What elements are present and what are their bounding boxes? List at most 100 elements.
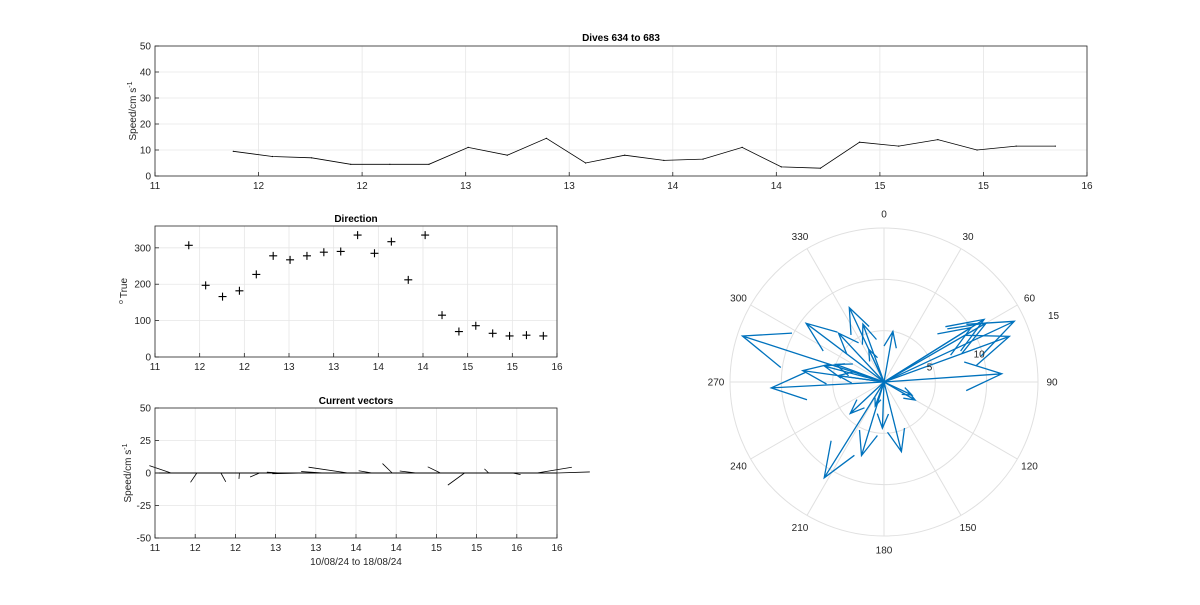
compass-arrow	[861, 322, 885, 383]
speed-point	[663, 159, 665, 161]
compass-arrow	[823, 381, 885, 480]
compass-arrow	[883, 361, 1004, 392]
direction-marker	[438, 311, 447, 320]
polar-spoke	[750, 381, 885, 460]
x-tick-label: 12	[230, 543, 242, 554]
x-tick-label: 11	[150, 362, 161, 373]
x-tick-label: 14	[373, 362, 385, 373]
polar-theta-label: 90	[1046, 378, 1058, 389]
y-tick-label: 10	[140, 146, 152, 157]
x-tick-label: 14	[417, 362, 429, 373]
x-tick-label: 12	[253, 181, 265, 192]
vectors-sticks	[149, 463, 590, 486]
direction-markers	[184, 231, 548, 340]
x-tick-label: 14	[350, 543, 362, 554]
speed-point	[819, 167, 822, 169]
vector-stick	[266, 471, 280, 474]
polar-theta-label: 210	[792, 523, 809, 534]
direction-marker	[370, 249, 379, 258]
polar-theta-label: 240	[730, 462, 747, 473]
vector-stick	[536, 466, 572, 474]
speed-series	[232, 137, 1056, 169]
polar-r-label: 5	[927, 363, 933, 374]
speed-point	[428, 163, 430, 165]
speed-point	[545, 137, 548, 139]
x-tick-label: 16	[551, 543, 563, 554]
compass-arrow	[858, 381, 885, 458]
vector-stick	[149, 465, 172, 474]
x-tick-label: 13	[564, 181, 576, 192]
speed-point	[350, 163, 352, 165]
speed-line	[233, 137, 1056, 169]
direction-marker	[471, 321, 480, 330]
direction-ylabel-prefix: o	[118, 300, 125, 304]
direction-marker	[319, 248, 328, 257]
vectors-ylabel-sup: -1	[122, 443, 129, 449]
vector-stick	[382, 463, 393, 474]
y-tick-label: 0	[145, 469, 151, 480]
polar-r-label: 15	[1048, 311, 1060, 322]
speed-ylabel: Speed/cm s-1	[127, 81, 139, 140]
x-tick-label: 12	[357, 181, 369, 192]
vector-stick	[190, 472, 198, 483]
y-tick-label: 200	[134, 280, 151, 291]
x-tick-label: 12	[239, 362, 251, 373]
x-tick-label: 12	[194, 362, 206, 373]
y-tick-label: 100	[134, 316, 151, 327]
direction-ylabel-text: True	[119, 278, 130, 299]
speed-point	[467, 146, 469, 148]
y-tick-label: 0	[145, 353, 151, 364]
polar-theta-label: 150	[960, 523, 977, 534]
y-tick-label: 40	[140, 68, 152, 79]
x-tick-label: 15	[462, 362, 474, 373]
direction-marker	[539, 331, 548, 340]
direction-marker	[421, 231, 430, 240]
x-tick-label: 13	[328, 362, 340, 373]
vectors-ylabel: Speed/cm s-1	[122, 443, 134, 502]
compass-arrow	[883, 322, 988, 383]
compass-arrow	[800, 363, 885, 385]
vector-stick	[484, 468, 489, 474]
vector-stick	[272, 472, 304, 475]
vectors-ylabel-text: Speed/cm s	[123, 450, 134, 503]
vector-stick	[301, 471, 324, 474]
direction-marker	[336, 247, 345, 256]
x-tick-label: 13	[460, 181, 472, 192]
y-tick-label: 50	[140, 404, 152, 415]
speed-point	[389, 163, 391, 165]
direction-marker	[286, 255, 295, 264]
compass-arrow	[804, 322, 885, 383]
speed-point	[976, 149, 978, 151]
direction-axes-box	[154, 225, 558, 358]
polar-spoke	[806, 381, 885, 516]
y-tick-label: 50	[140, 42, 152, 53]
speed-title: Dives 634 to 683	[582, 33, 660, 44]
speed-point	[584, 162, 587, 164]
speed-ylabel-text: Speed/cm s	[128, 88, 139, 141]
compass-grid	[729, 227, 1039, 537]
vectors-title: Current vectors	[319, 396, 394, 407]
polar-spoke	[806, 248, 885, 383]
vectors-xlabel: 10/08/24 to 18/08/24	[310, 557, 402, 568]
compass-arrow	[769, 371, 885, 401]
vector-stick	[308, 466, 349, 474]
polar-spoke	[750, 304, 885, 383]
speed-point	[937, 139, 939, 141]
vector-stick	[249, 472, 260, 478]
x-tick-label: 11	[150, 181, 161, 192]
direction-title: Direction	[334, 214, 377, 225]
vector-stick	[220, 472, 227, 483]
speed-point	[1015, 145, 1017, 147]
direction-marker	[269, 251, 278, 260]
speed-point	[624, 154, 626, 156]
x-tick-label: 16	[511, 543, 523, 554]
polar-theta-label: 300	[730, 294, 747, 305]
x-tick-label: 15	[978, 181, 990, 192]
y-tick-label: 0	[145, 172, 151, 183]
y-tick-label: 30	[140, 94, 152, 105]
polar-theta-label: 60	[1024, 294, 1036, 305]
y-tick-label: -50	[137, 534, 152, 545]
speed-point	[858, 141, 861, 143]
speed-point	[898, 145, 900, 147]
vector-stick	[512, 472, 521, 476]
